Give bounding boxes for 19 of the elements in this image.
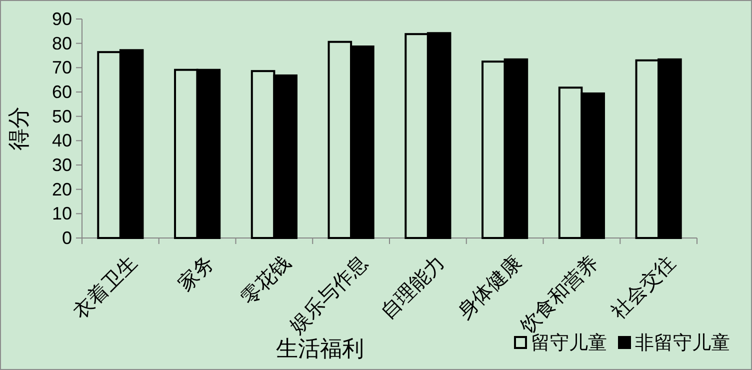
x-tick-label: 衣着卫生 [68,250,142,324]
y-tick-label: 40 [52,130,72,151]
y-tick-label: 10 [52,204,72,224]
x-tick-label: 零花钱 [237,252,296,310]
y-tick-label: 90 [52,9,72,29]
x-tick-label: 社会交往 [608,252,680,324]
y-tick-label: 70 [52,58,72,78]
y-tick-label: 60 [52,82,72,102]
x-tick-label: 自理能力 [376,252,450,324]
y-axis-title: 得分 [6,106,31,150]
y-tick-label: 50 [52,106,72,126]
y-tick-label: 30 [52,155,72,175]
legend-label: 非留守儿童 [635,332,730,354]
x-tick-label: 家务 [174,252,218,296]
legend-label: 留守儿童 [531,332,607,354]
y-tick-label: 20 [52,179,72,200]
x-axis-title: 生活福利 [276,336,364,361]
y-tick-label: 80 [52,33,72,54]
y-tick-label: 0 [62,228,72,248]
